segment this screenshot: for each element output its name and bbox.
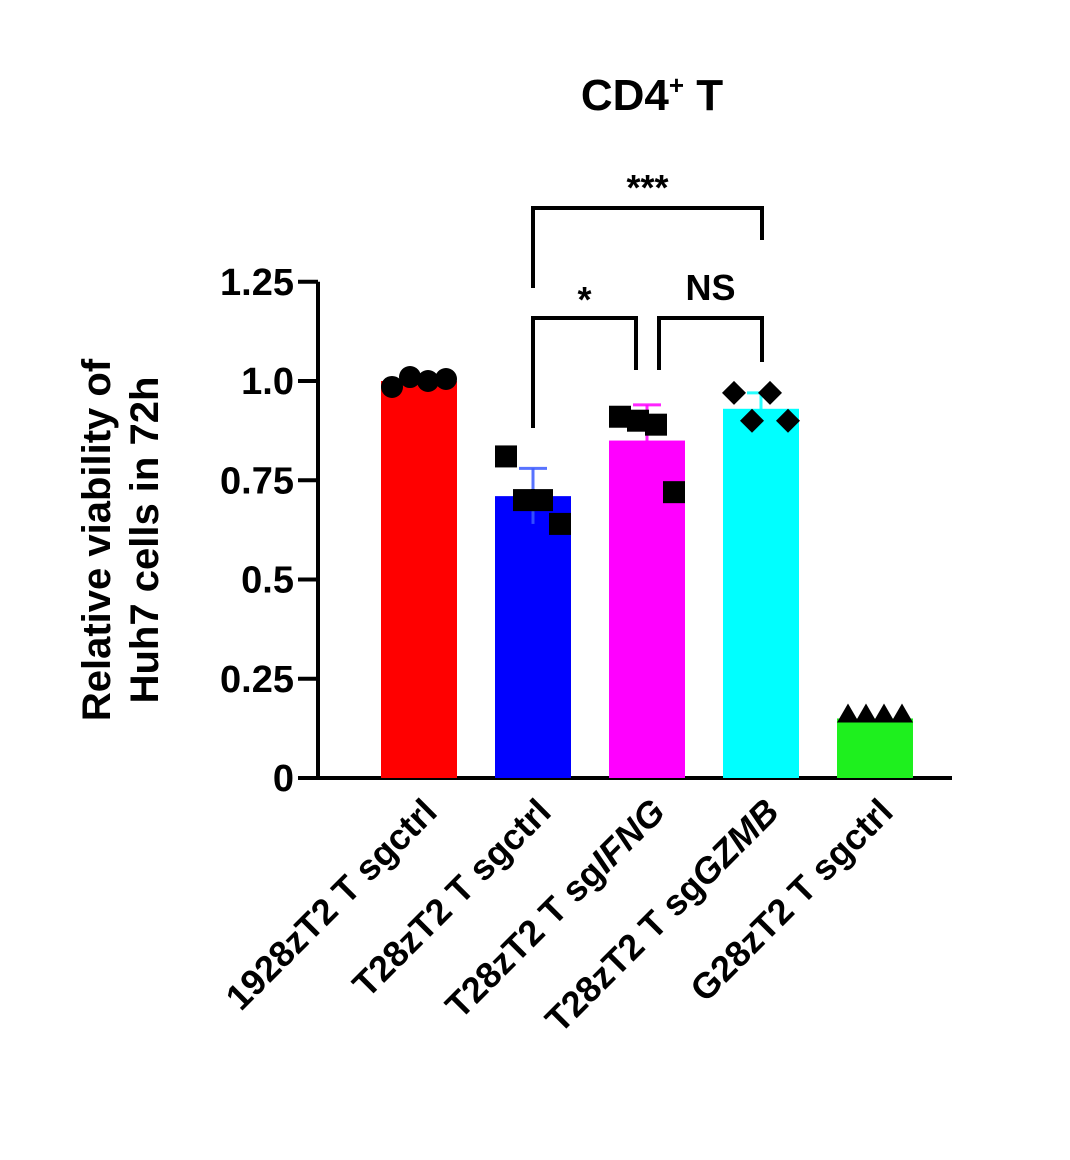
category-label: 1928zT2 T sgctrl [218,791,445,1018]
y-ticks: 0 0.25 0.5 0.75 1.0 1.25 [220,262,318,800]
bar [495,496,571,778]
y-tick-label: 1.25 [220,262,294,304]
category-label-part: G28zT2 T sgctrl [682,791,901,1010]
data-point [399,366,421,389]
data-point [758,380,782,405]
category-label: T28zT2 T sgIFNG [437,791,673,1027]
data-point [891,703,913,723]
significance-label: NS [685,267,735,308]
data-point [495,445,517,468]
data-point [417,370,439,392]
significance-bracket [531,206,764,288]
chart-title-superscript: + [669,70,684,100]
category-label-part: 1928zT2 T sgctrl [218,791,445,1018]
bar [723,408,799,778]
y-axis-label: Relative viability of Huh7 cells in 72h [75,358,167,721]
data-point [435,368,457,391]
y-tick-label: 0.75 [220,460,294,502]
chart-title-main: CD4 [581,71,670,120]
bars [381,381,913,778]
data-point [381,375,403,398]
y-tick-label: 0.5 [241,560,294,602]
significance-brackets: **** NS [531,167,764,428]
data-point [627,409,649,432]
y-axis-label-line: Huh7 cells in 72h [123,377,167,704]
y-tick-label: 0 [273,758,294,800]
data-point [513,489,535,512]
data-point [837,703,859,723]
data-point [663,481,685,504]
data-point [776,408,800,433]
data-point [531,489,553,512]
data-point [609,405,631,428]
significance-label: *** [626,167,668,208]
significance-bracket [531,316,638,428]
data-point [549,512,571,535]
chart-title: CD4+ T [581,70,723,120]
category-label: T28zT2 T sgctrl [344,791,558,1005]
category-label-part: T28zT2 T sgctrl [344,791,558,1005]
y-tick-label: 0.25 [220,659,294,701]
chart-title-suffix: T [684,71,723,120]
data-point [645,413,667,436]
bar [381,381,457,778]
y-tick-label: 1.0 [241,361,294,403]
bar [837,718,913,778]
data-point [873,703,895,723]
significance-label: * [577,279,591,320]
y-axis-label-line: Relative viability of [75,358,119,721]
data-point [740,408,764,433]
category-label-part: GZMB [683,791,787,895]
significance-bracket [657,316,764,370]
category-label: G28zT2 T sgctrl [682,791,901,1010]
data-point [722,380,746,405]
data-points [381,366,913,723]
data-point [855,703,877,723]
